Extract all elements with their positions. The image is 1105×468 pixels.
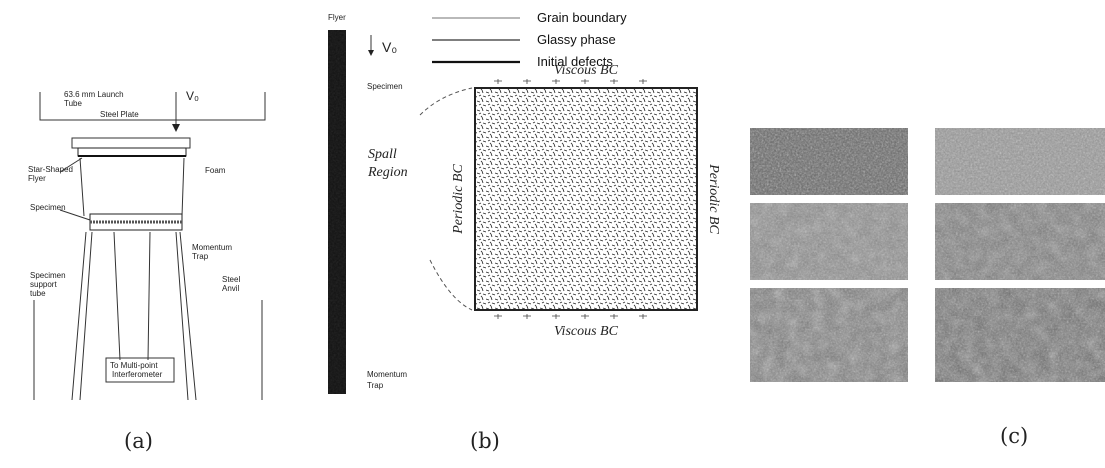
panel-c: (c): [750, 128, 1105, 448]
label: tube: [30, 289, 46, 298]
caption: (b): [470, 429, 500, 453]
label: Steel Plate: [100, 110, 139, 119]
micrographs: [750, 128, 1105, 382]
label: To Multi-point: [110, 361, 158, 370]
legend-label: Grain boundary: [537, 10, 627, 25]
label: Momentum: [192, 243, 232, 252]
label: Trap: [367, 381, 384, 390]
label: Periodic BC: [451, 164, 466, 235]
label: V₀: [186, 89, 199, 103]
figure: 63.6 mm Launch Tube Steel Plate V₀ Star-…: [0, 0, 1105, 468]
label: Anvil: [222, 284, 240, 293]
legend-label: Glassy phase: [537, 32, 616, 47]
label: Periodic BC: [706, 163, 721, 234]
caption: (c): [1000, 424, 1028, 448]
label: Flyer: [328, 13, 346, 22]
label: Viscous BC: [554, 324, 619, 339]
label: Flyer: [28, 174, 46, 183]
label: Foam: [205, 166, 226, 175]
label: Viscous BC: [554, 63, 619, 78]
label: Spall: [368, 147, 397, 162]
label: Momentum: [367, 370, 407, 379]
label: Trap: [192, 252, 209, 261]
label: Interferometer: [112, 370, 163, 379]
panel-a: 63.6 mm Launch Tube Steel Plate V₀ Star-…: [28, 89, 265, 453]
label: Star-Shaped: [28, 165, 73, 174]
caption: (a): [124, 429, 153, 453]
label: V₀: [382, 39, 397, 55]
label: Tube: [64, 99, 82, 108]
label: support: [30, 280, 57, 289]
label: Steel: [222, 275, 240, 284]
label: Specimen: [30, 203, 66, 212]
panel-b: Flyer V₀ Specimen Spall Region Momentum …: [328, 10, 721, 453]
label: Specimen: [367, 82, 403, 91]
label: Specimen: [30, 271, 66, 280]
label: 63.6 mm Launch: [64, 90, 124, 99]
label: Region: [367, 165, 408, 180]
